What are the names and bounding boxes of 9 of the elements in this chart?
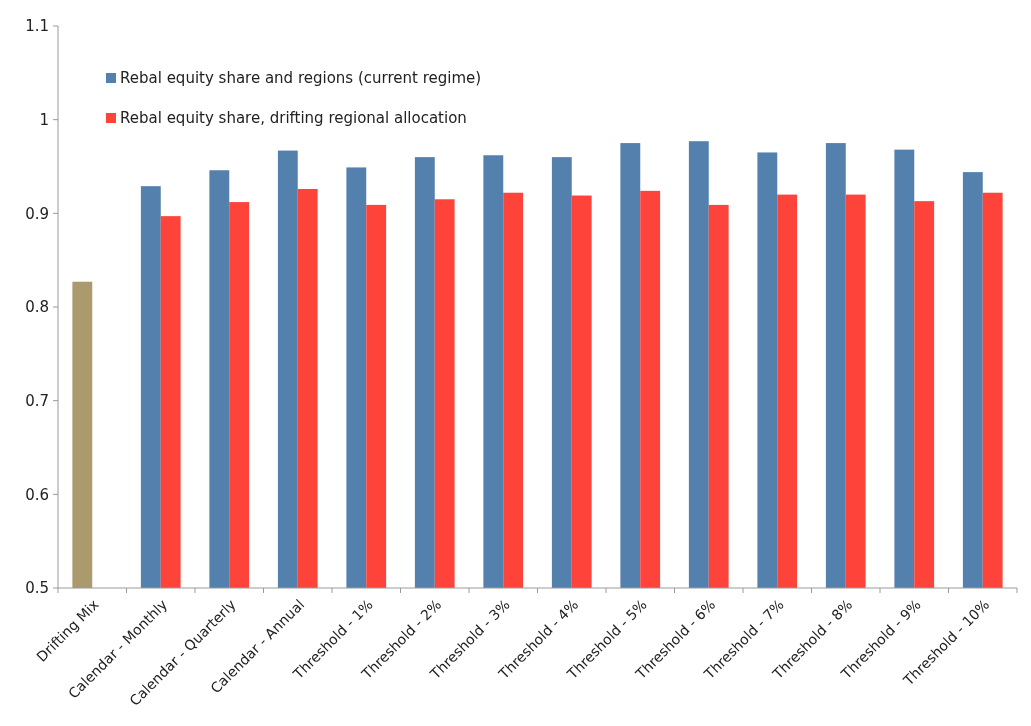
y-tick-label: 0.6 (25, 485, 49, 504)
y-tick-label: 0.5 (25, 579, 49, 598)
legend-label: Rebal equity share and regions (current regime) (120, 69, 482, 88)
y-tick-label: 1.1 (25, 17, 49, 36)
y-tick-label: 0.9 (25, 204, 49, 223)
y-tick-label: 0.7 (25, 391, 49, 410)
y-tick-label: 0.8 (25, 298, 49, 317)
legend-label: Rebal equity share, drifting regional allocation (120, 109, 467, 128)
y-tick-label: 1 (39, 110, 49, 129)
